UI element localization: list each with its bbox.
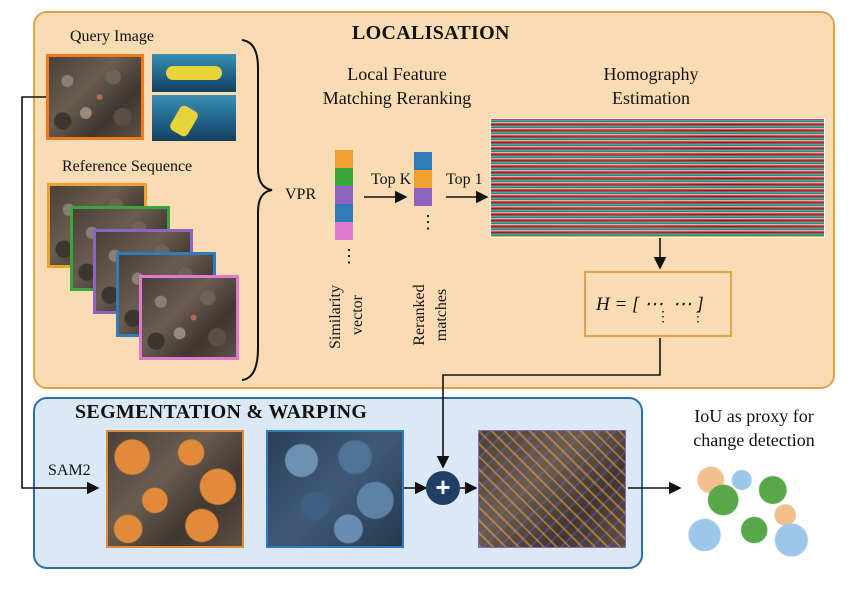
similarity-vector: [335, 150, 353, 240]
homography-matrix: H = [ ⋯ ⋯ ]: [596, 294, 704, 315]
reranked-cell-blue: [414, 152, 432, 170]
iou-change-map: [686, 460, 810, 560]
similarity-cell-pink: [335, 222, 353, 240]
topk-label: Top K: [371, 171, 412, 188]
segmentation-title: SEGMENTATION & WARPING: [75, 401, 368, 423]
warped-overlay-image: [478, 430, 626, 548]
reranked-label-line1: Reranked: [411, 284, 428, 346]
local-feature-title-line1: Local Feature: [347, 64, 447, 84]
homography-title-line2: Estimation: [612, 88, 690, 108]
auv-photo-bottom: [152, 95, 236, 141]
sam2-orange-mask: [106, 430, 244, 548]
similarity-ellipsis: ⋮: [340, 246, 358, 266]
similarity-cell-orange: [335, 150, 353, 168]
similarity-label-line1: Similarity: [327, 285, 344, 349]
vpr-label: VPR: [285, 186, 317, 203]
auv-photo-top: [152, 54, 236, 92]
homography-match-image: [490, 118, 825, 238]
reranked-cell-purple: [414, 188, 432, 206]
curly-brace: [241, 39, 273, 381]
iou-label-line2: change detection: [693, 430, 815, 450]
similarity-cell-green: [335, 168, 353, 186]
reranked-ellipsis: ⋮: [419, 212, 437, 232]
homography-matrix-box: H = [ ⋯ ⋯ ] ⋮ ⋮: [584, 271, 732, 337]
reranked-label-line2: matches: [433, 288, 450, 342]
similarity-label-line2: vector: [349, 295, 366, 335]
localisation-title: LOCALISATION: [352, 22, 510, 44]
reranked-vector: [414, 152, 432, 206]
similarity-cell-purple: [335, 186, 353, 204]
top1-label: Top 1: [446, 171, 483, 188]
reference-frame-5: [139, 275, 239, 360]
sam2-label: SAM2: [48, 462, 91, 479]
homography-matrix-dots: ⋮ ⋮: [656, 310, 705, 325]
similarity-cell-blue: [335, 204, 353, 222]
homography-title-line1: Homography: [603, 64, 699, 84]
iou-label-line1: IoU as proxy for: [694, 406, 814, 426]
combine-plus-icon: +: [426, 471, 460, 505]
query-image-label: Query Image: [70, 28, 154, 45]
reference-sequence-label: Reference Sequence: [62, 158, 193, 175]
reranked-cell-orange: [414, 170, 432, 188]
local-feature-title-line2: Matching Reranking: [322, 88, 472, 108]
sam2-blue-mask: [266, 430, 404, 548]
query-image: [46, 54, 144, 140]
